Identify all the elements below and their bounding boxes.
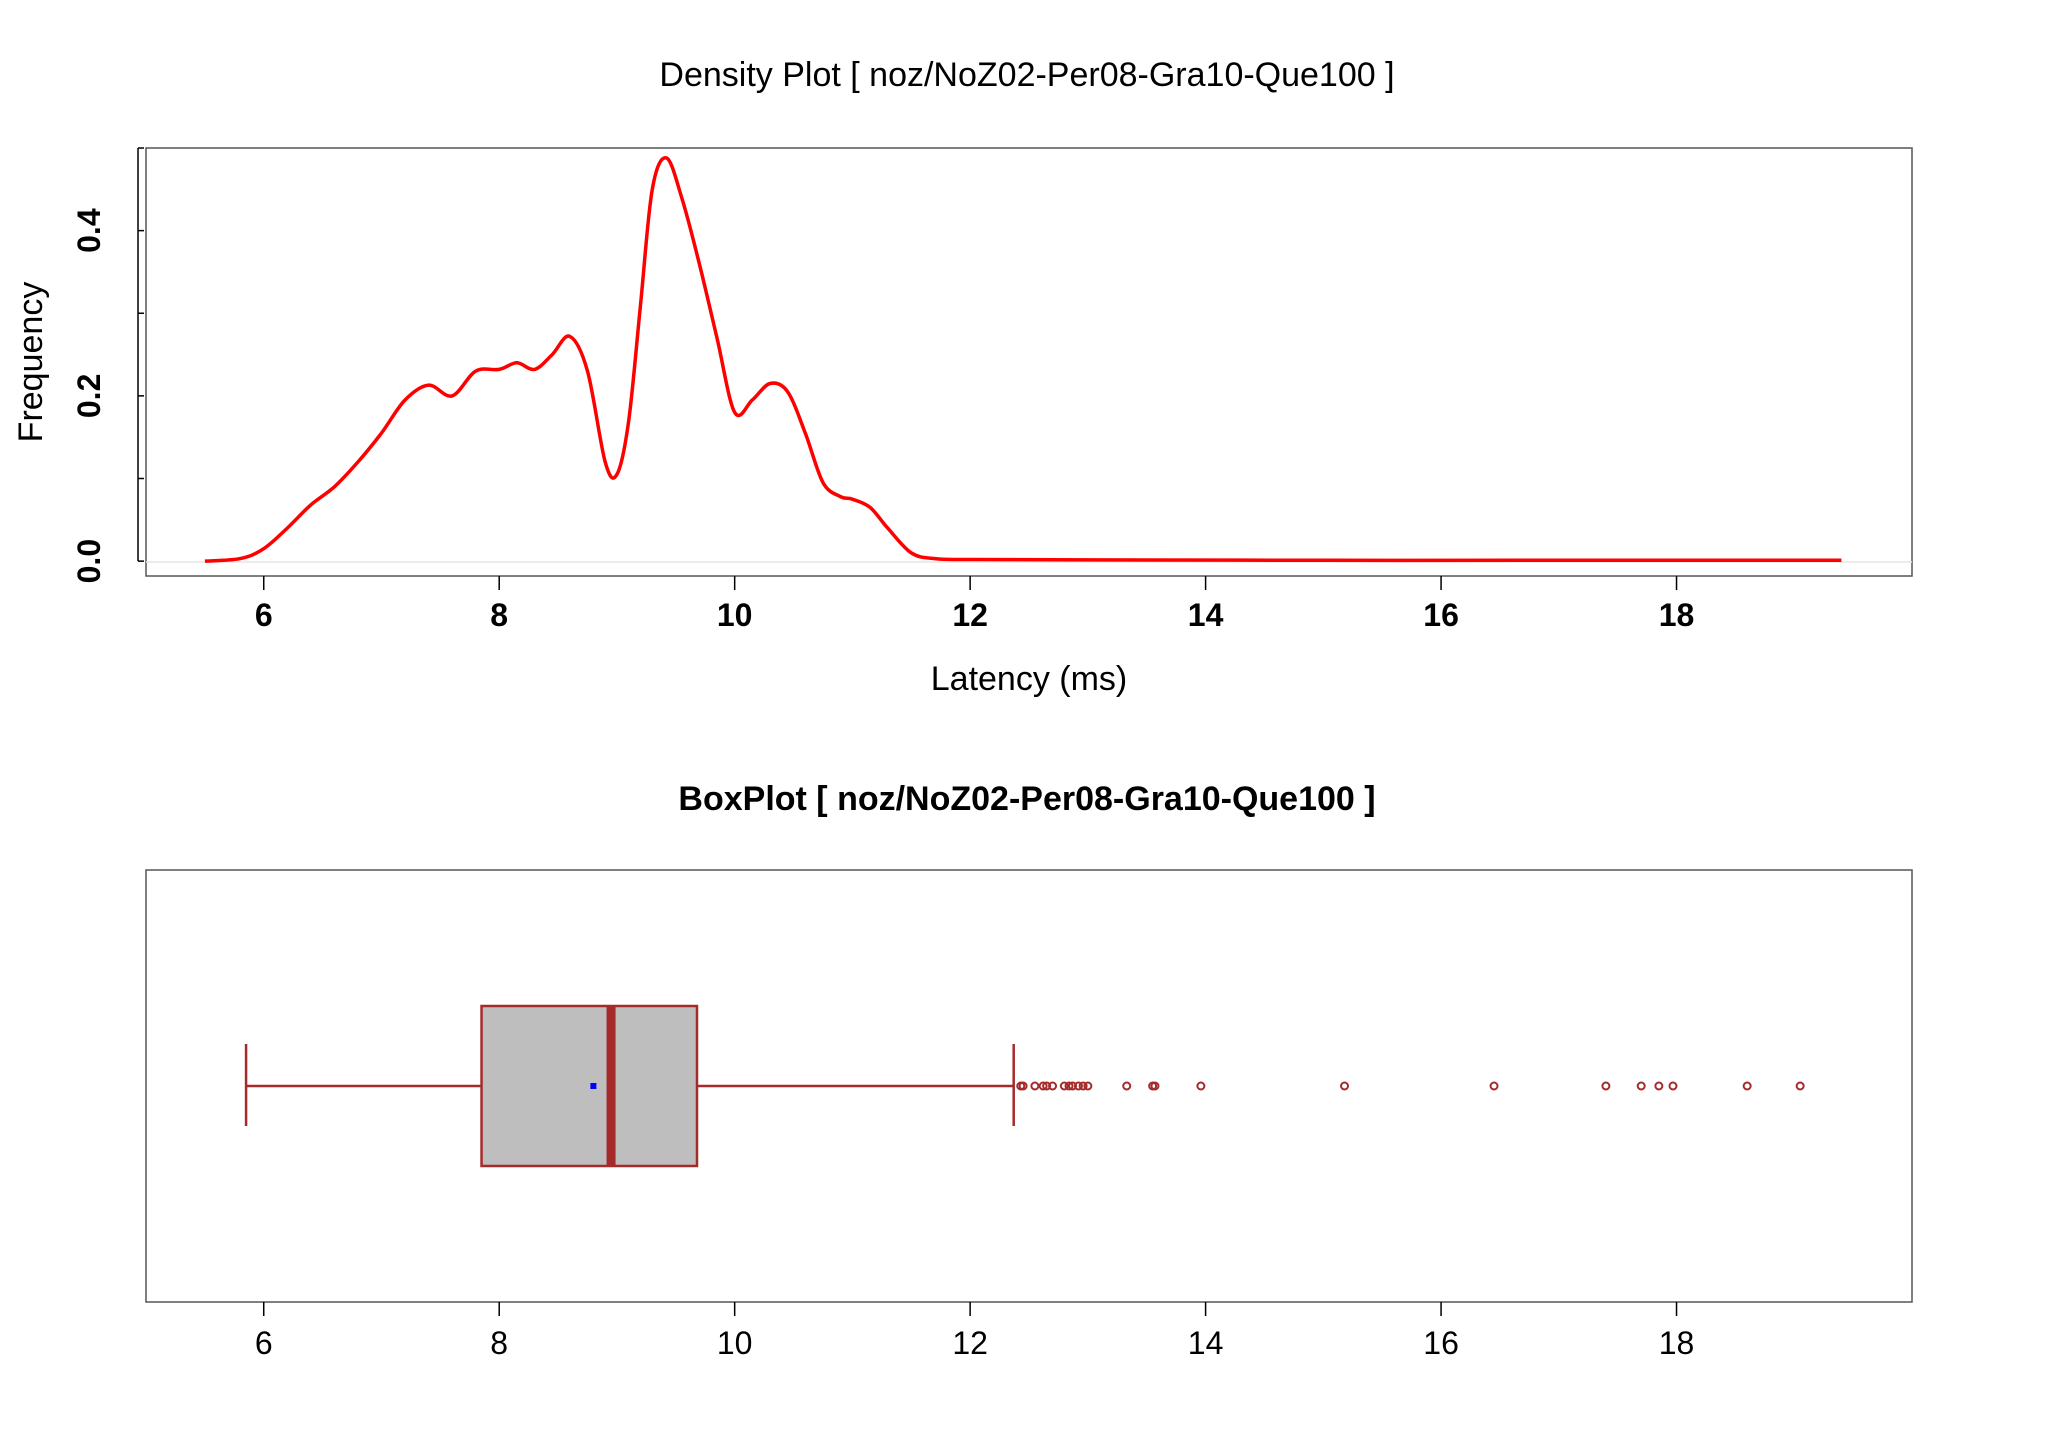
density-series-line [204,156,1842,563]
box-title: BoxPlot [ noz/NoZ02-Per08-Gra10-Que100 ] [678,780,1375,818]
density-y-tick-label: 0.2 [71,374,107,418]
box-x-tick-label: 14 [1188,1325,1224,1361]
box-iqr [480,1004,699,1168]
box-outlier-point [1196,1081,1206,1091]
box-outlier-point [1742,1081,1752,1091]
density-x-ticks: 6 8 10 12 14 16 18 [255,576,1694,633]
box-outlier-point [1068,1081,1078,1091]
density-x-tick-label: 6 [255,597,273,633]
box-outlier-point [1042,1081,1052,1091]
box-x-ticks: 6 8 10 12 14 16 18 [255,1302,1694,1361]
density-x-tick-label: 10 [717,597,753,633]
box-x-tick-label: 18 [1659,1325,1695,1361]
box-outlier-point [1018,1081,1028,1091]
density-x-tick-label: 16 [1423,597,1459,633]
box-x-tick-label: 12 [952,1325,988,1361]
density-y-label: Frequency [12,282,50,443]
box-marks [244,1004,1805,1168]
box-x-tick-label: 10 [717,1325,753,1361]
box-x-tick-label: 8 [490,1325,508,1361]
box-outlier-point [1340,1081,1350,1091]
density-y-tick-label: 0.0 [71,539,107,583]
box-outlier-point [1030,1081,1040,1091]
box-outlier-point [1668,1081,1678,1091]
box-outlier-point [1048,1081,1058,1091]
box-x-tick-label: 16 [1423,1325,1459,1361]
box-outlier-point [1795,1081,1805,1091]
box-outlier-point [1150,1081,1160,1091]
density-x-tick-label: 8 [490,597,508,633]
box-plot-frame [145,869,1913,1303]
density-plot-frame [145,147,1913,577]
density-y-ticks: 0.0 0.2 0.4 [71,147,144,583]
box-outlier-point [1636,1081,1646,1091]
box-outlier-point [1122,1081,1132,1091]
box-mean-marker [590,1083,597,1089]
box-x-tick-label: 6 [255,1325,273,1361]
box-outlier-point [1064,1081,1074,1091]
density-title: Density Plot [ noz/NoZ02-Per08-Gra10-Que… [659,56,1394,94]
box-outlier-point [1654,1081,1664,1091]
density-x-tick-label: 12 [952,597,988,633]
box-outlier-point [1601,1081,1611,1091]
density-plot: Density Plot [ noz/NoZ02-Per08-Gra10-Que… [12,56,1913,698]
density-x-tick-label: 18 [1659,597,1695,633]
box-outlier-point [1059,1081,1069,1091]
density-x-label: Latency (ms) [931,660,1128,698]
density-x-tick-label: 14 [1188,597,1224,633]
box-outlier-point [1073,1081,1083,1091]
box-plot: BoxPlot [ noz/NoZ02-Per08-Gra10-Que100 ]… [145,780,1913,1361]
box-outlier-point [1489,1081,1499,1091]
box-outlier-point [1038,1081,1048,1091]
box-outlier-point [1078,1081,1088,1091]
density-y-tick-label: 0.4 [71,208,107,253]
box-outlier-point [1083,1081,1093,1091]
